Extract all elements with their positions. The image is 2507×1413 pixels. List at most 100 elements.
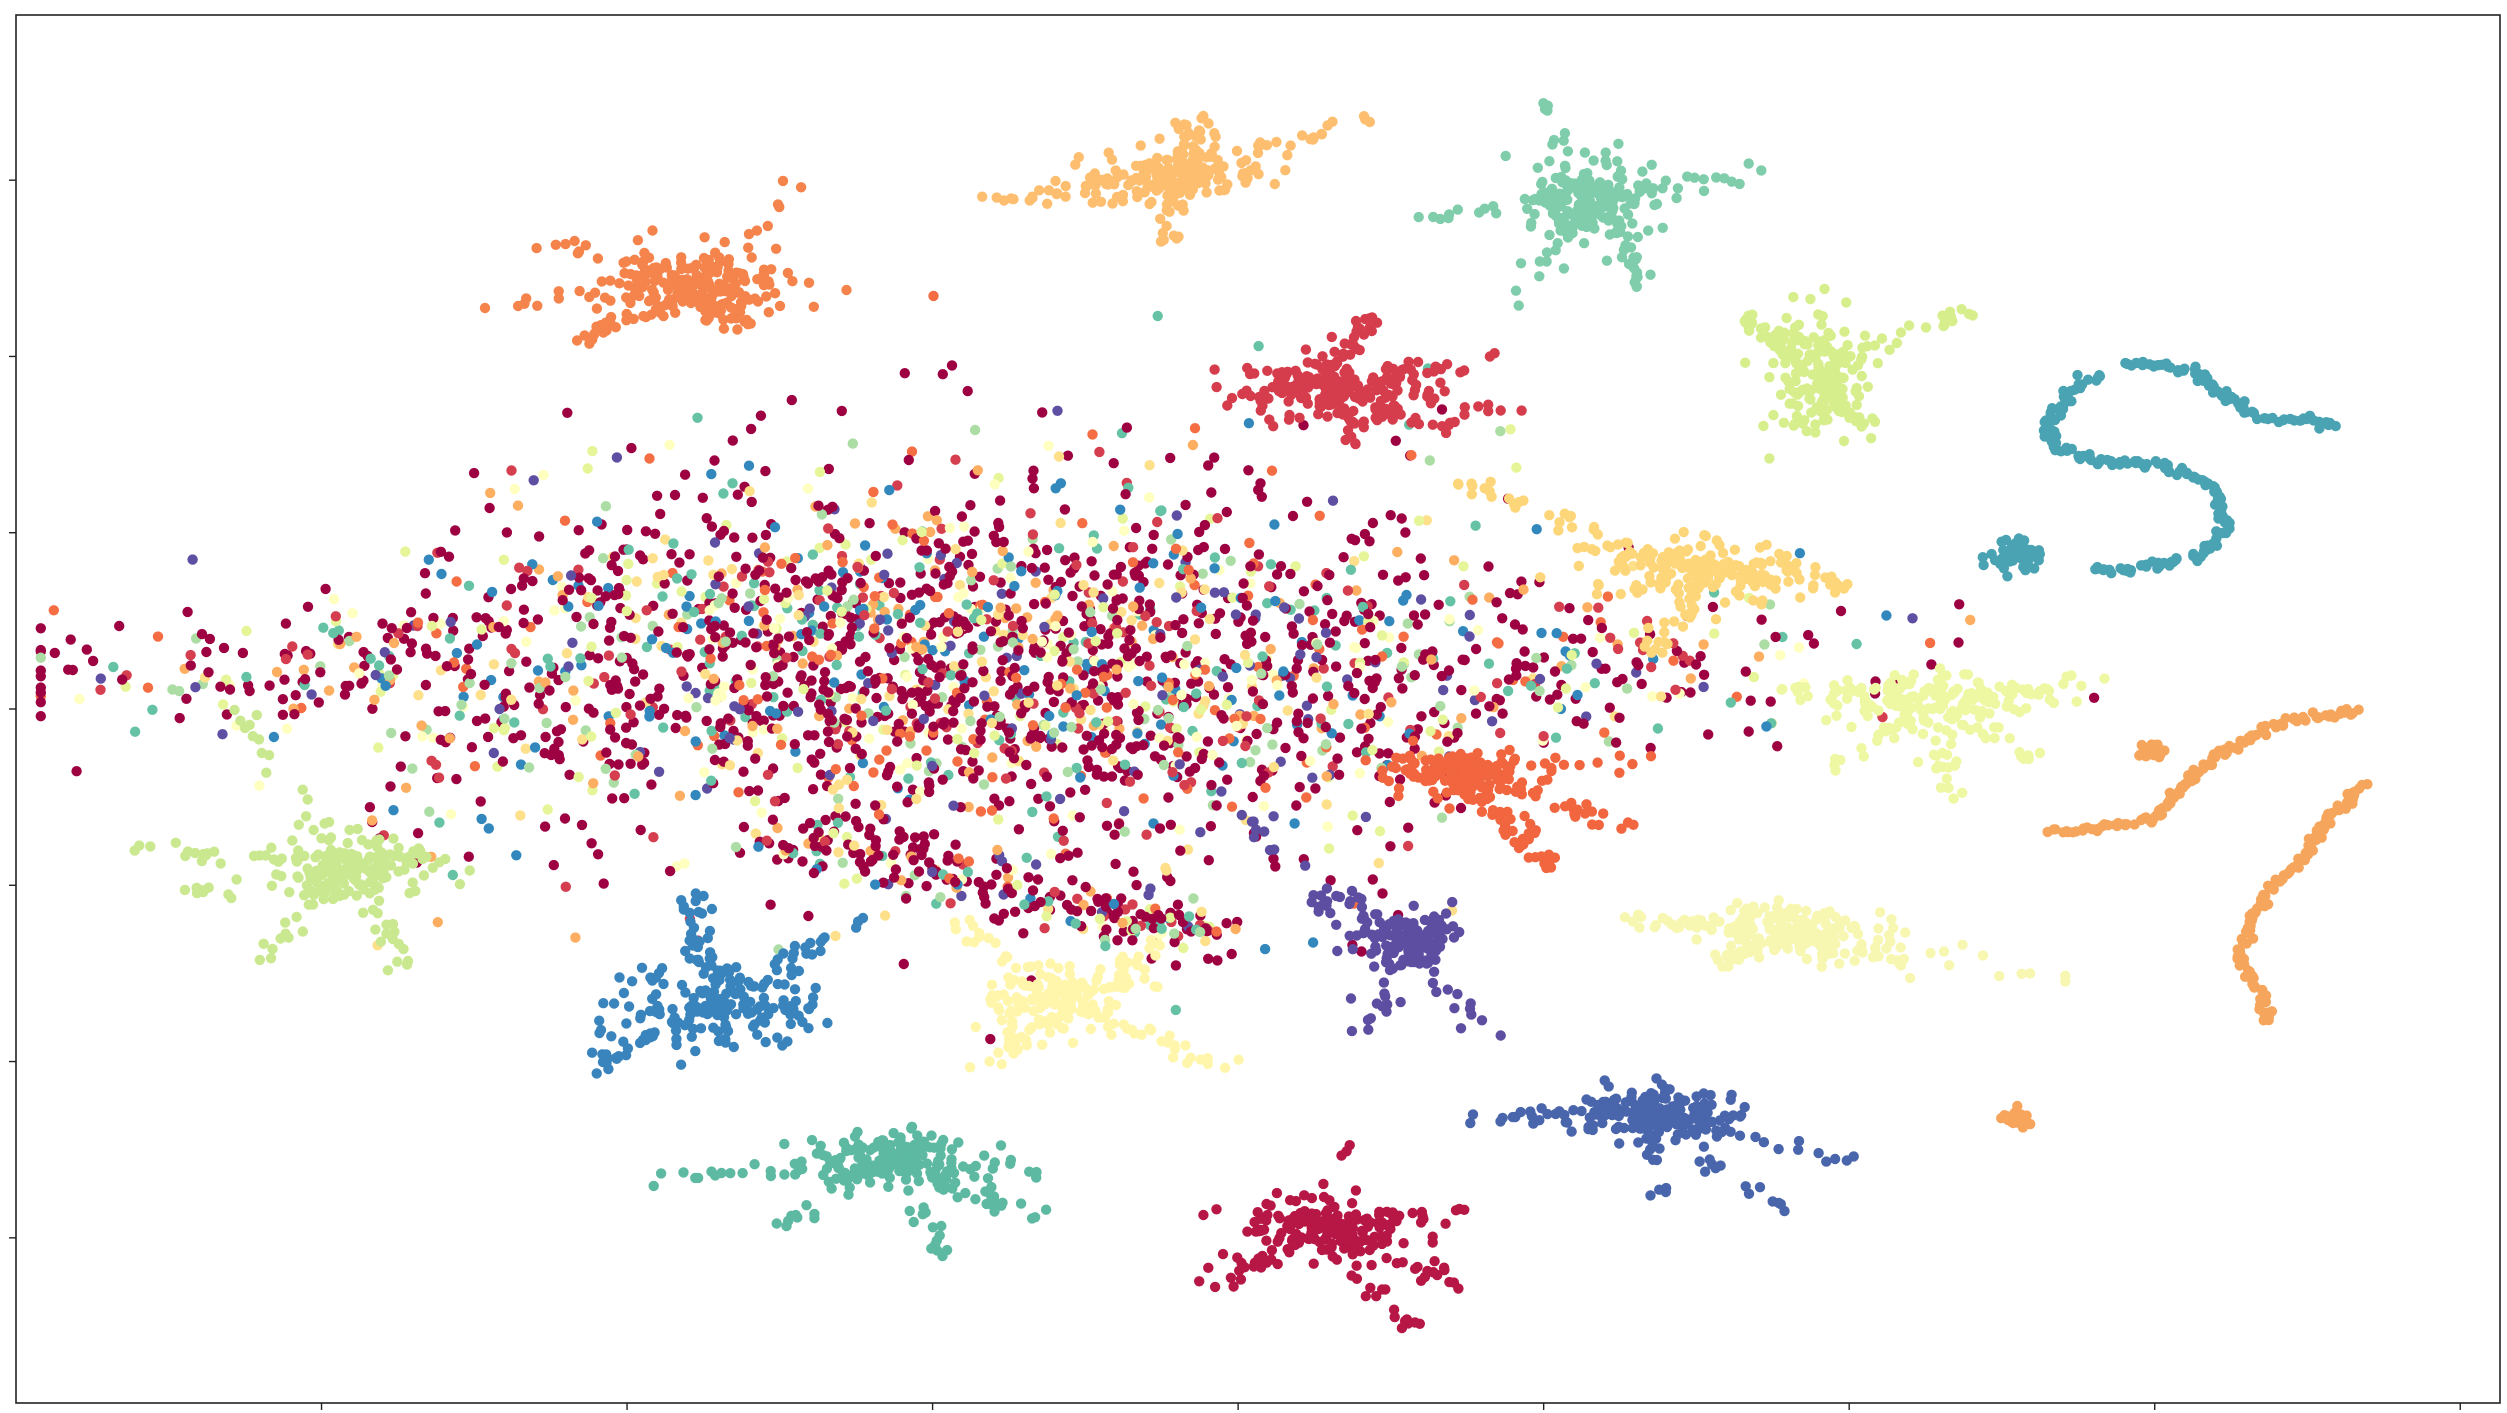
cluster-7-point-4396 xyxy=(2076,680,2087,691)
mixed-point-920 xyxy=(476,813,487,825)
mixed-point-1285 xyxy=(1924,637,1936,649)
mixed-point-1117 xyxy=(1271,569,1283,580)
mixed-point-60 xyxy=(1965,614,1976,626)
mixed-point-461 xyxy=(1743,726,1754,737)
mixed-point-368 xyxy=(469,761,481,772)
mixed-point-175 xyxy=(1152,516,1163,528)
cluster-7-point-4565 xyxy=(1904,678,1915,690)
cluster-0-point-2987 xyxy=(643,296,655,307)
mixed-point-2053 xyxy=(1101,797,1113,809)
mixed-point-2653 xyxy=(878,877,889,888)
mixed-point-1085 xyxy=(339,689,351,700)
cluster-5-point-4243 xyxy=(1791,567,1802,579)
mixed-point-1109 xyxy=(1356,624,1368,635)
mixed-point-2265 xyxy=(1118,926,1130,937)
mixed-point-2549 xyxy=(1039,621,1050,633)
mixed-point-2164 xyxy=(1770,631,1781,643)
mixed-point-1407 xyxy=(1044,801,1056,812)
cluster-4-point-4008 xyxy=(1377,411,1388,422)
mixed-point-1752 xyxy=(185,660,196,671)
mixed-point-2343 xyxy=(814,466,826,478)
cluster-1-point-3258 xyxy=(1213,166,1225,177)
cluster-2-point-3508 xyxy=(1627,218,1638,229)
mixed-point-2382 xyxy=(734,679,745,691)
mixed-point-778 xyxy=(1327,761,1338,772)
mixed-point-1200 xyxy=(907,699,918,710)
cluster-9-point-4877 xyxy=(1873,923,1884,934)
mixed-point-1888 xyxy=(147,704,158,715)
mixed-point-1166 xyxy=(649,528,661,539)
mixed-point-983 xyxy=(74,693,85,705)
mixed-point-1637 xyxy=(1120,489,1131,500)
mixed-point-2546 xyxy=(688,606,700,618)
cluster-6-point-4357 xyxy=(1986,548,1997,560)
mixed-point-2058 xyxy=(1617,673,1628,685)
mixed-point-2792 xyxy=(1023,872,1034,883)
mixed-point-731 xyxy=(746,677,757,689)
cluster-1-point-3300 xyxy=(1242,173,1253,184)
mixed-point-2225 xyxy=(911,793,922,805)
cluster-7-point-4564 xyxy=(1939,691,1951,702)
cluster-7-point-4542 xyxy=(1930,735,1941,746)
cluster-9-point-4857 xyxy=(1874,907,1886,918)
mixed-point-1077 xyxy=(405,607,417,618)
mixed-point-1491 xyxy=(619,793,630,804)
mixed-point-536 xyxy=(1358,551,1370,562)
mixed-point-1836 xyxy=(1278,666,1289,677)
mixed-point-221 xyxy=(1005,572,1016,584)
mixed-point-1927 xyxy=(1322,821,1333,832)
cluster-5-point-4260 xyxy=(1645,553,1656,564)
mixed-point-2387 xyxy=(1315,713,1326,724)
mixed-point-2414 xyxy=(1195,602,1207,613)
mixed-point-1975 xyxy=(1133,714,1144,726)
mixed-point-812 xyxy=(1402,840,1414,852)
mixed-point-2737 xyxy=(1100,901,1112,912)
cluster-0-point-3071 xyxy=(667,273,678,284)
mixed-point-2431 xyxy=(1503,674,1515,685)
mixed-point-2270 xyxy=(1028,465,1039,476)
cluster-5-point-4151 xyxy=(1757,595,1768,606)
mixed-point-1874 xyxy=(600,591,611,602)
mixed-point-2241 xyxy=(1011,603,1022,614)
mixed-point-2328 xyxy=(1384,796,1396,808)
mixed-point-1980 xyxy=(815,628,826,639)
mixed-point-1304 xyxy=(691,702,702,713)
mixed-point-747 xyxy=(1528,662,1539,673)
cluster-4-point-3971 xyxy=(1407,374,1418,386)
cluster-7-point-4587 xyxy=(2006,679,2018,690)
mixed-point-1047 xyxy=(181,693,192,704)
mixed-point-1779 xyxy=(1268,761,1280,773)
cluster-1-point-3191 xyxy=(1060,180,1071,192)
mixed-point-2342 xyxy=(937,774,948,785)
cluster-5-point-4205 xyxy=(1677,621,1689,632)
cluster-3-point-3596 xyxy=(1862,381,1874,392)
mixed-point-1126 xyxy=(1346,533,1357,544)
mixed-point-2132 xyxy=(1580,682,1591,693)
mixed-point-1993 xyxy=(664,439,675,451)
mixed-point-1382 xyxy=(1351,585,1362,596)
cluster-4-point-4048 xyxy=(1300,344,1312,355)
mixed-point-2556 xyxy=(706,624,717,635)
mixed-point-1342 xyxy=(328,594,340,605)
cluster-7-point-4555 xyxy=(1936,671,1948,683)
mixed-point-2780 xyxy=(942,855,953,866)
mixed-point-1214 xyxy=(1141,651,1153,662)
mixed-point-743 xyxy=(1221,506,1233,518)
mixed-point-1620 xyxy=(621,605,632,617)
mixed-point-2041 xyxy=(967,677,978,688)
mixed-point-1293 xyxy=(370,669,381,681)
mixed-point-505 xyxy=(853,631,865,642)
mixed-point-1994 xyxy=(1265,643,1276,655)
mixed-point-2390 xyxy=(1035,647,1046,658)
cluster-7-point-4586 xyxy=(1989,732,2000,744)
mixed-point-30 xyxy=(927,645,938,656)
mixed-point-669 xyxy=(1740,666,1752,677)
mixed-point-2760 xyxy=(1039,923,1050,934)
mixed-point-712 xyxy=(956,511,968,522)
mixed-point-2182 xyxy=(443,551,455,562)
cluster-4-point-3973 xyxy=(1301,371,1313,382)
cluster-0-point-2978 xyxy=(632,235,644,246)
cluster-3-point-3732 xyxy=(1841,297,1852,308)
mixed-point-2563 xyxy=(366,815,378,826)
cluster-5-point-4153 xyxy=(1649,644,1661,655)
